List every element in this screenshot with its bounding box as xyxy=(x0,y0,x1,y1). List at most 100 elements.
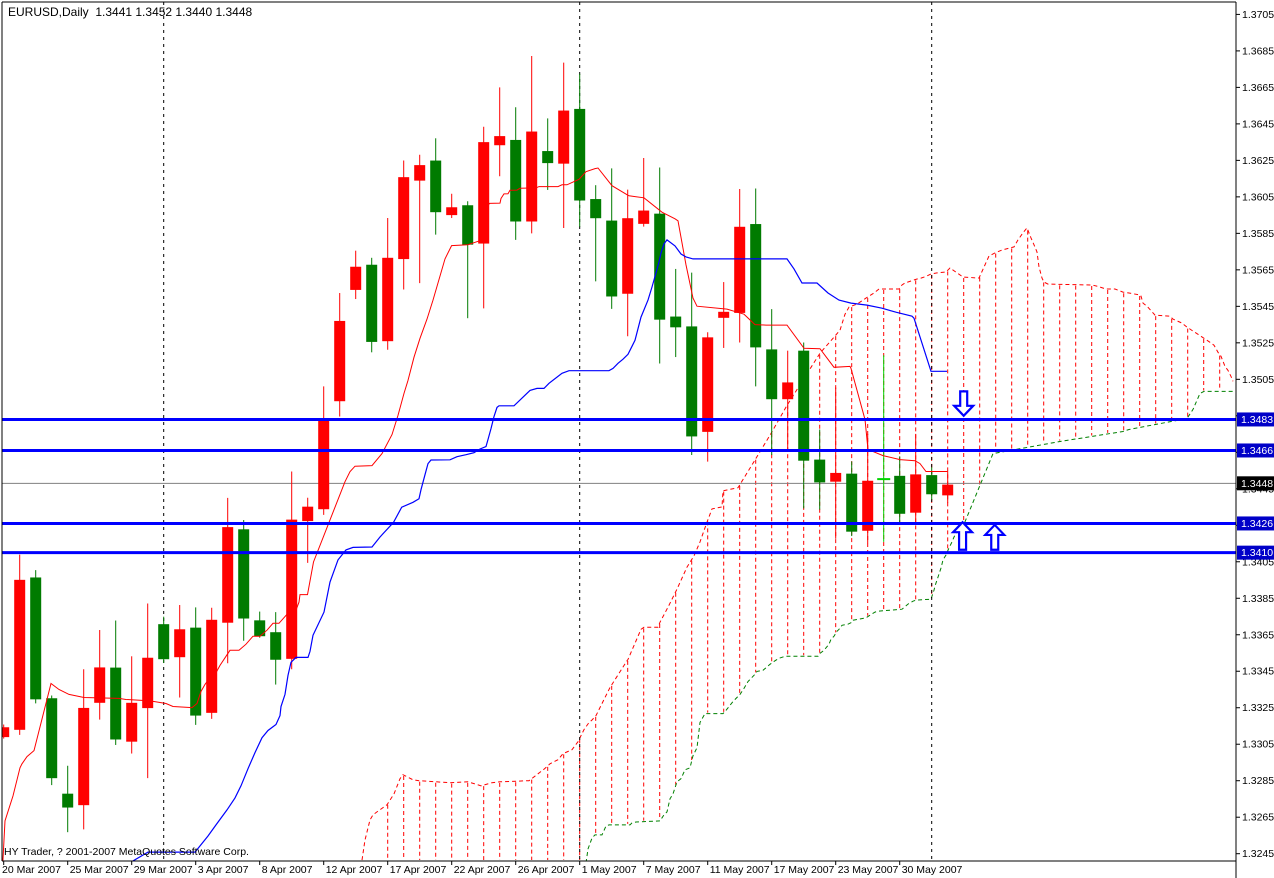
candle-body xyxy=(238,529,250,619)
candle-bear xyxy=(462,201,474,319)
candle-body xyxy=(670,316,682,328)
price-badge-bg xyxy=(1237,476,1274,491)
date-tick-label: 8 Apr 2007 xyxy=(262,864,313,876)
candle-body xyxy=(814,459,826,483)
candle-bull xyxy=(734,189,746,343)
candle-body xyxy=(270,632,282,660)
price-tick-label: 1.3385 xyxy=(1242,593,1274,605)
date-tick-label: 25 Mar 2007 xyxy=(70,864,129,876)
symbol-ohlc-header: EURUSD,Daily 1.3441 1.3452 1.3440 1.3448 xyxy=(8,5,253,19)
candle-body xyxy=(654,213,666,320)
date-axis[interactable]: 20 Mar 2007 25 Mar 2007 29 Mar 2007 3 Apr 2… xyxy=(2,861,963,876)
candle-body xyxy=(286,519,298,659)
copyright-text: HY Trader, ? 2001-2007 MetaQuotes Softwa… xyxy=(4,846,249,858)
candle-body xyxy=(46,698,58,779)
candle-bear xyxy=(366,257,378,353)
price-badge-label: 1.3426 xyxy=(1241,518,1273,530)
candle-bull xyxy=(398,160,410,290)
date-tick-label: 11 May 2007 xyxy=(710,864,770,876)
candle-body xyxy=(206,619,218,713)
candle-bull xyxy=(622,189,634,337)
candle-body xyxy=(110,667,122,740)
candle-body xyxy=(158,624,170,660)
price-tick-label: 1.3505 xyxy=(1242,374,1274,386)
date-tick-label: 17 May 2007 xyxy=(774,864,835,876)
candle-bear xyxy=(766,309,778,456)
candle-bear xyxy=(750,188,762,387)
price-tick-label: 1.3325 xyxy=(1242,702,1274,714)
candle-bull xyxy=(638,157,650,227)
candle-bull xyxy=(350,250,362,300)
candle-bear xyxy=(654,167,666,364)
candle-bear xyxy=(46,695,58,786)
price-badge: 1.3466 xyxy=(1237,443,1274,458)
candle-bear xyxy=(606,168,618,309)
candle-body xyxy=(606,220,618,297)
candle-body xyxy=(718,311,730,318)
price-badge-label: 1.3410 xyxy=(1241,547,1273,559)
candle-body xyxy=(782,382,794,400)
candle-body xyxy=(430,160,442,213)
candle-body xyxy=(526,131,538,222)
candle-body xyxy=(254,620,266,637)
candle-body xyxy=(382,257,394,342)
price-tick-label: 1.3565 xyxy=(1242,264,1274,276)
date-tick-label: 7 May 2007 xyxy=(646,864,701,876)
candle-bear xyxy=(110,620,122,745)
candle-bull xyxy=(782,350,794,451)
candle-body xyxy=(446,207,458,216)
price-axis[interactable]: 1.3705 1.3685 1.3665 1.3645 1.3625 1.3605 1.35… xyxy=(1236,9,1274,860)
candle-body xyxy=(894,475,906,514)
candle-body xyxy=(542,151,554,164)
candle-bull xyxy=(222,497,234,664)
candle-bear xyxy=(158,616,170,664)
price-tick-label: 1.3525 xyxy=(1242,337,1274,349)
sell-signal-arrow[interactable] xyxy=(951,390,976,418)
price-tick-label: 1.3305 xyxy=(1242,739,1274,751)
candle-bull xyxy=(2,724,10,739)
price-badge-bg xyxy=(1237,443,1274,458)
candle-body xyxy=(702,337,714,432)
candle-body xyxy=(926,475,938,495)
kijun-sen-line xyxy=(131,239,947,861)
candle-body xyxy=(190,627,202,716)
candle-bull xyxy=(718,282,730,348)
price-tick-label: 1.3365 xyxy=(1242,629,1274,641)
candle-body xyxy=(798,350,810,461)
tenkan-sen-line xyxy=(2,167,948,861)
candle-bull xyxy=(94,630,106,720)
candle-body xyxy=(734,226,746,313)
buy-signal-arrow[interactable] xyxy=(982,523,1007,551)
candle-bear xyxy=(686,272,698,456)
candle-bull xyxy=(910,433,922,522)
buy-signal-arrow[interactable] xyxy=(950,520,975,551)
price-badge: 1.3448 xyxy=(1237,476,1274,491)
price-tick-label: 1.3265 xyxy=(1242,812,1274,824)
candle-bear xyxy=(62,765,74,833)
candle-bull xyxy=(78,669,90,830)
candle-bull xyxy=(478,126,490,309)
candle-bear xyxy=(30,570,42,704)
candle-body xyxy=(638,210,650,224)
price-tick-label: 1.3245 xyxy=(1242,848,1274,860)
candle-body xyxy=(622,218,634,294)
candle-bear xyxy=(590,185,602,282)
candle-bear xyxy=(926,467,938,500)
candle-body xyxy=(62,793,74,808)
candle-body xyxy=(302,506,314,522)
price-tick-label: 1.3705 xyxy=(1242,9,1274,21)
price-badge-bg xyxy=(1237,412,1274,427)
candle-body xyxy=(398,177,410,260)
date-tick-label: 3 Apr 2007 xyxy=(198,864,249,876)
date-tick-label: 17 Apr 2007 xyxy=(390,864,447,876)
date-tick-label: 30 May 2007 xyxy=(902,864,963,876)
candle-bear xyxy=(190,607,202,725)
candle-body xyxy=(222,527,234,623)
price-tick-label: 1.3345 xyxy=(1242,666,1274,678)
candle-body xyxy=(910,474,922,513)
candle-body xyxy=(558,110,570,164)
candle-doji xyxy=(877,355,891,542)
plot-area[interactable] xyxy=(0,2,1236,878)
senkou-span-a-line xyxy=(361,226,1234,861)
